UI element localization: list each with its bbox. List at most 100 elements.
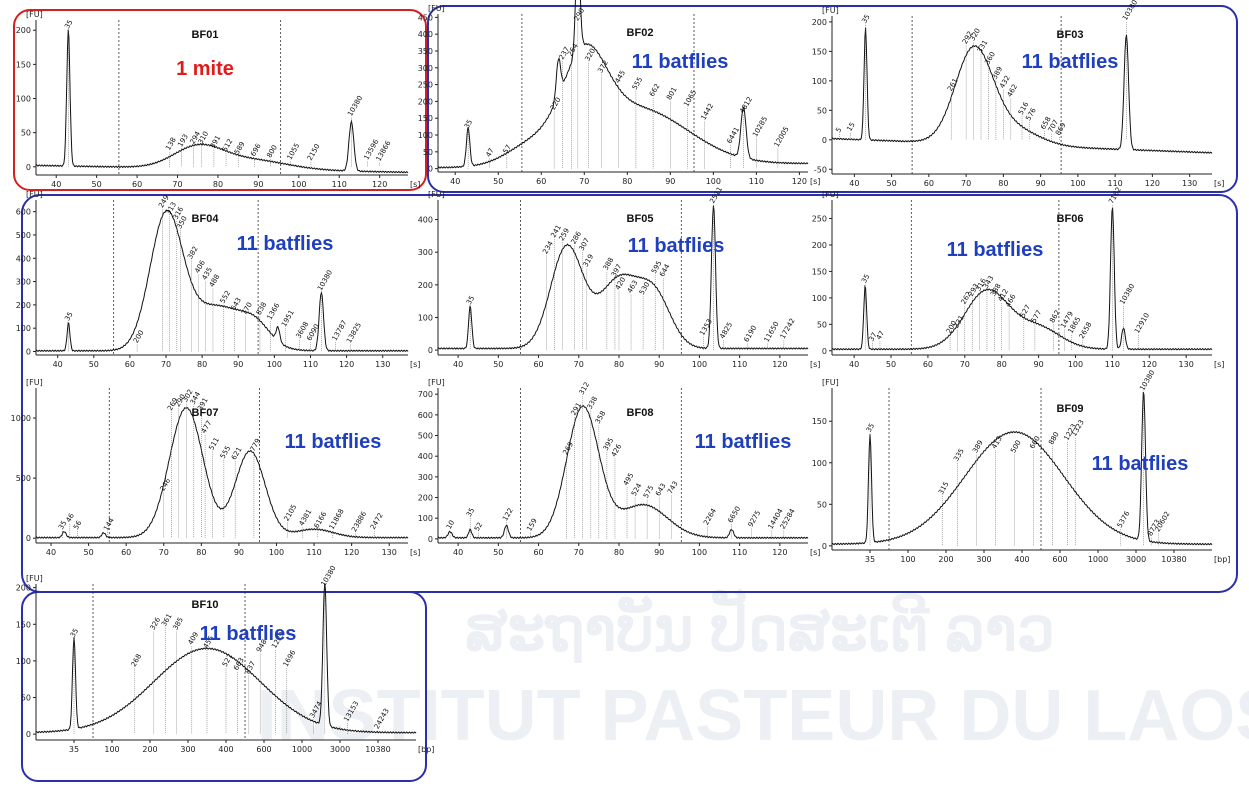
peak-label: 35 bbox=[860, 273, 871, 285]
y-tick-label: 0 bbox=[428, 346, 433, 355]
peak-label: 389 bbox=[971, 439, 985, 455]
peak-label: 12910 bbox=[1133, 312, 1151, 335]
x-tick-label: 60 bbox=[533, 548, 543, 557]
peak-label: 11868 bbox=[328, 508, 346, 531]
x-tick-label: 100 bbox=[269, 548, 284, 557]
panel-sample-label: 11 batflies bbox=[1092, 453, 1189, 475]
peak-label: 2150 bbox=[306, 143, 322, 162]
peak-label: 589 bbox=[233, 140, 247, 156]
x-tick-label: 40 bbox=[453, 360, 463, 369]
peak-label: 662 bbox=[648, 82, 662, 98]
peak-label: 743 bbox=[666, 480, 680, 496]
y-unit-label: [FU] bbox=[822, 6, 839, 15]
panel-bf02: [FU][s]40 50 60 70 80 90 100 110 120050100150200… bbox=[418, 0, 820, 186]
peak-label: 23886 bbox=[350, 510, 368, 534]
x-tick-label: 70 bbox=[172, 180, 182, 189]
peak-label: 35 bbox=[69, 627, 80, 639]
x-tick-label: 35 bbox=[865, 555, 875, 564]
y-tick-label: 100 bbox=[16, 324, 31, 333]
peak-label: 696 bbox=[249, 142, 263, 158]
peak-label: 6190 bbox=[742, 324, 758, 343]
x-tick-label: 60 bbox=[924, 179, 934, 188]
peak-label: 246 bbox=[159, 477, 173, 493]
peak-label: 1696 bbox=[282, 648, 298, 668]
y-unit-label: [FU] bbox=[428, 378, 445, 387]
peak-label: 4381 bbox=[298, 508, 314, 527]
panel-sample-label: 11 batflies bbox=[285, 431, 382, 453]
peak-label: 261 bbox=[946, 77, 960, 93]
x-tick-label: 60 bbox=[533, 360, 543, 369]
peak-label: 47 bbox=[484, 147, 495, 159]
peak-label: 10380 bbox=[1138, 369, 1156, 392]
x-tick-label: 3000 bbox=[1126, 555, 1146, 564]
peak-label: 358 bbox=[594, 410, 608, 426]
x-tick-label: 50 bbox=[84, 548, 94, 557]
x-tick-label: 100 bbox=[706, 177, 721, 186]
panel-title: BF02 bbox=[627, 27, 654, 39]
watermark-line1: ສະຖາບັນ ປັດສະເຕີ ລາວ bbox=[465, 589, 1055, 663]
x-tick-label: 70 bbox=[161, 360, 171, 369]
x-unit-label: [s] bbox=[1214, 179, 1224, 188]
peak-label: 10380 bbox=[320, 564, 338, 587]
peak-label: 527 bbox=[1019, 303, 1033, 319]
y-unit-label: [FU] bbox=[26, 378, 43, 387]
peak-label: 385 bbox=[171, 616, 185, 632]
x-tick-label: 40 bbox=[53, 360, 63, 369]
panel-bf07: [FU] [s] 40 50 60 70 80 90 100 110 120 130 0 500 1000 3… bbox=[11, 378, 421, 557]
y-tick-label: -50 bbox=[814, 165, 827, 174]
peak-label: 837 bbox=[244, 660, 258, 676]
peak-label: 315 bbox=[937, 480, 951, 496]
peak-label: 35 bbox=[463, 118, 474, 130]
x-tick-label: 10380 bbox=[365, 745, 390, 754]
x-unit-label: [s] bbox=[410, 180, 420, 189]
peak-label: 17242 bbox=[779, 317, 797, 340]
peak-label: 335 bbox=[952, 447, 966, 463]
y-tick-label: 100 bbox=[812, 294, 827, 303]
panel-sample-label: 1 mite bbox=[176, 58, 234, 80]
peak-label: 144 bbox=[102, 516, 116, 532]
y-tick-label: 150 bbox=[812, 417, 827, 426]
x-unit-label: [s] bbox=[410, 360, 420, 369]
x-tick-label: 120 bbox=[772, 548, 787, 557]
y-tick-label: 200 bbox=[16, 584, 31, 593]
peak-label: 10380 bbox=[1121, 0, 1139, 22]
x-tick-label: 90 bbox=[233, 360, 243, 369]
x-tick-label: 90 bbox=[1036, 179, 1046, 188]
x-tick-label: 90 bbox=[1034, 360, 1044, 369]
x-unit-label: [s] bbox=[1214, 360, 1224, 369]
peak-label: 5376 bbox=[1116, 509, 1132, 529]
x-tick-label: 40 bbox=[46, 548, 56, 557]
panel-bf06: [FU] [s] 40 50 60 70 80 90 100 110 120 130 0 50 100 150… bbox=[812, 186, 1225, 369]
x-tick-label: 600 bbox=[256, 745, 271, 754]
y-tick-label: 0 bbox=[822, 136, 827, 145]
panel-bf01: [FU] [s] 40 50 60 70 80 90 100 110 120 0 50 100 150 200… bbox=[16, 10, 421, 189]
peak-label: 35 bbox=[465, 294, 476, 306]
peak-label: 530 bbox=[638, 281, 652, 297]
peak-label: 1951 bbox=[280, 309, 296, 328]
panel-bf08: [FU] [s] 40 50 60 70 80 90 100 110 120 0 100 200 300 40… bbox=[418, 378, 821, 557]
peak-label: 10380 bbox=[316, 269, 334, 292]
trace-line bbox=[35, 29, 409, 174]
peak-label: 880 bbox=[1047, 431, 1061, 447]
y-tick-label: 100 bbox=[812, 77, 827, 86]
y-tick-label: 50 bbox=[817, 500, 827, 509]
peak-label: 319 bbox=[582, 253, 596, 269]
peak-label: 122 bbox=[501, 507, 515, 523]
x-tick-label: 110 bbox=[732, 360, 747, 369]
panel-title: BF10 bbox=[192, 599, 219, 611]
peak-label: 552 bbox=[219, 289, 233, 305]
x-tick-label: 80 bbox=[622, 177, 632, 186]
watermark: ສະຖາບັນ ປັດສະເຕີ ລາວ INSTITUT PASTEUR DU… bbox=[257, 589, 1249, 756]
peak-label: 511 bbox=[207, 436, 221, 452]
x-tick-label: 400 bbox=[218, 745, 233, 754]
x-tick-label: 100 bbox=[1068, 360, 1083, 369]
peak-label: 10380 bbox=[346, 94, 364, 117]
x-tick-label: 120 bbox=[344, 548, 359, 557]
y-tick-label: 250 bbox=[812, 215, 827, 224]
peak-label: 234 bbox=[541, 239, 555, 255]
y-tick-label: 150 bbox=[16, 620, 31, 629]
y-tick-label: 0 bbox=[428, 535, 433, 544]
y-tick-label: 600 bbox=[418, 411, 433, 420]
peak-label: 621 bbox=[230, 446, 244, 462]
y-tick-label: 100 bbox=[812, 459, 827, 468]
